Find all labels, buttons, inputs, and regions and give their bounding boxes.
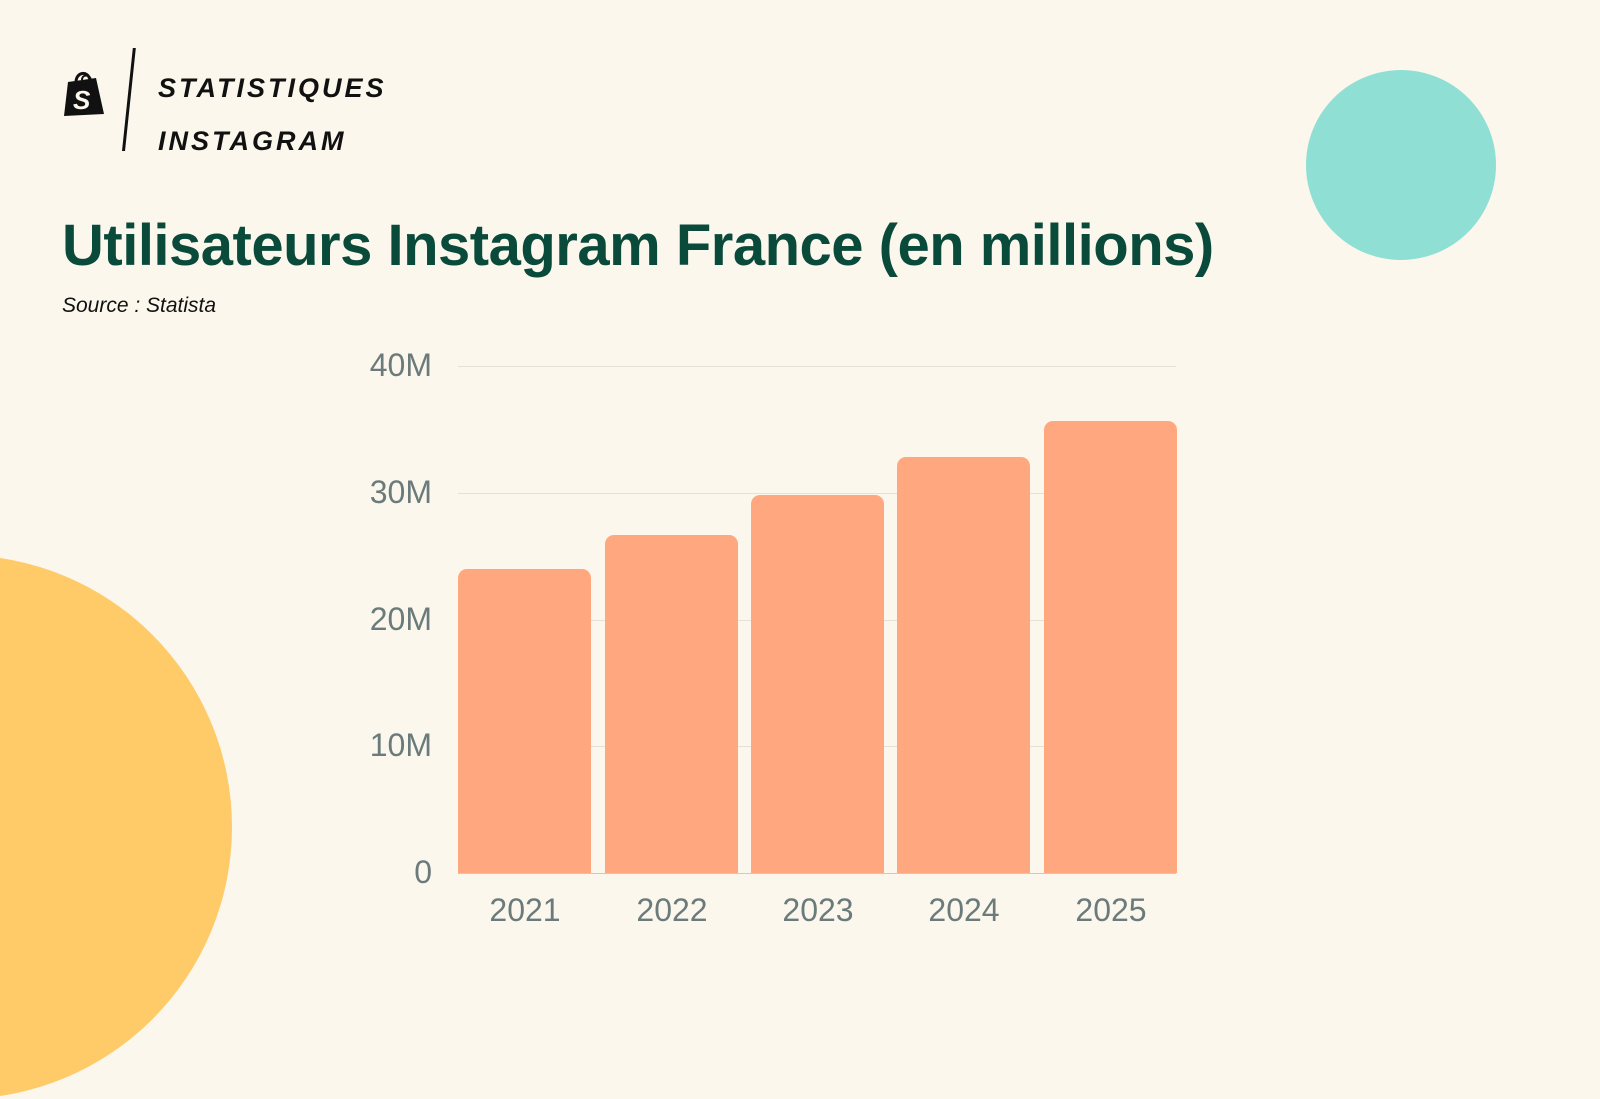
gridline bbox=[458, 366, 1176, 367]
decorative-teal-circle bbox=[1306, 70, 1496, 260]
brand-line-2: INSTAGRAM bbox=[158, 126, 347, 156]
bar-chart: 0 10M 20M 30M 40M 2021 2022 2023 2024 2025 bbox=[369, 347, 1177, 928]
y-axis-tick-label: 30M bbox=[369, 473, 432, 510]
gridline bbox=[458, 492, 1176, 494]
x-axis-tick-label: 2024 bbox=[928, 892, 1000, 928]
bar-2025 bbox=[1044, 420, 1177, 873]
bar-2023 bbox=[751, 495, 884, 873]
x-axis-tick-label: 2022 bbox=[636, 892, 708, 928]
chart-source: Source : Statista bbox=[62, 294, 217, 317]
bar-2022 bbox=[605, 534, 738, 873]
y-axis-tick-label: 20M bbox=[369, 600, 432, 637]
x-axis-tick-label: 2023 bbox=[782, 892, 854, 928]
svg-text:S: S bbox=[73, 85, 91, 115]
bar-2024 bbox=[897, 457, 1030, 873]
shopify-bag-icon: S bbox=[64, 72, 104, 116]
x-axis-baseline bbox=[458, 873, 1176, 874]
y-axis-tick-label: 10M bbox=[369, 727, 432, 764]
x-axis-tick-label: 2021 bbox=[489, 892, 561, 928]
bar-2021 bbox=[458, 568, 591, 873]
y-axis-tick-label: 0 bbox=[414, 854, 432, 890]
brand-label: STATISTIQUES INSTAGRAM bbox=[158, 62, 458, 168]
brand-line-1: STATISTIQUES bbox=[158, 73, 387, 103]
x-axis-tick-label: 2025 bbox=[1075, 892, 1147, 928]
y-axis-tick-label: 40M bbox=[369, 347, 432, 383]
chart-title: Utilisateurs Instagram France (en millio… bbox=[62, 213, 1214, 278]
